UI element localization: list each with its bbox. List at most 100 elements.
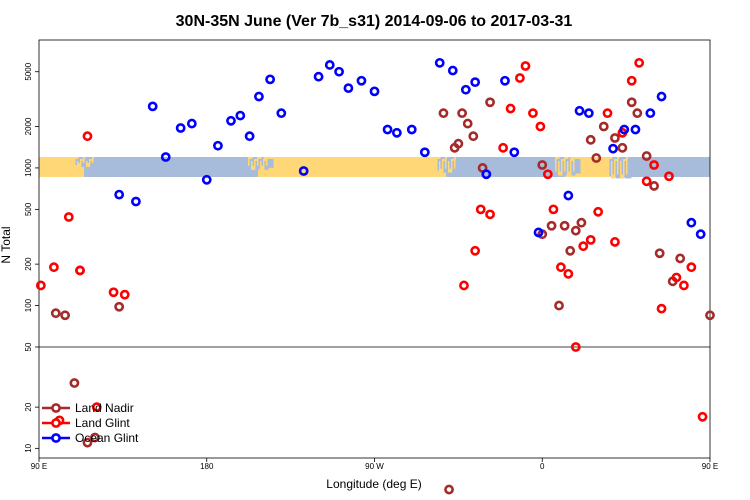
data-point — [610, 237, 620, 247]
data-point — [324, 60, 335, 70]
data-point — [641, 176, 652, 187]
data-point — [695, 229, 706, 240]
data-point — [641, 151, 652, 161]
data-point — [69, 378, 80, 388]
data-point — [570, 225, 581, 236]
data-point — [563, 190, 574, 201]
strip-transition — [92, 157, 94, 164]
data-point — [578, 241, 589, 252]
data-point — [434, 57, 445, 68]
data-point — [555, 262, 566, 273]
data-point — [645, 108, 656, 119]
strip-transition — [626, 157, 628, 175]
strip-transition — [252, 157, 255, 166]
strip-transition — [445, 157, 447, 169]
data-point — [444, 484, 454, 495]
data-point — [343, 83, 354, 94]
data-point — [82, 131, 93, 142]
data-point — [35, 280, 46, 291]
data-point — [131, 196, 141, 207]
x-tick-label: 90 W — [365, 462, 384, 471]
x-tick-label: 90 E — [702, 462, 718, 471]
data-point — [475, 204, 486, 215]
data-point — [485, 209, 495, 220]
data-point — [675, 253, 686, 264]
strip-transition — [436, 157, 438, 169]
data-point — [50, 308, 61, 319]
data-point — [686, 217, 697, 228]
data-point — [114, 301, 125, 312]
data-point — [298, 166, 309, 176]
data-point — [626, 75, 637, 86]
data-point — [459, 280, 469, 291]
data-point — [679, 280, 689, 291]
data-point — [75, 265, 85, 276]
data-point — [514, 73, 525, 83]
data-point — [500, 75, 510, 86]
data-point — [608, 143, 618, 154]
data-point — [602, 108, 613, 119]
data-point — [406, 124, 417, 135]
data-point — [617, 142, 628, 153]
panel-frame — [38, 39, 711, 459]
data-point — [63, 212, 74, 222]
strip-transition — [608, 157, 610, 175]
x-tick-label: 90 E — [31, 462, 47, 471]
y-tick-label: 10 — [24, 443, 33, 452]
data-point — [160, 152, 171, 162]
data-point — [470, 245, 481, 256]
x-axis: 90 E 180 90 W 0 90 E — [31, 458, 718, 471]
y-tick-label: 200 — [24, 257, 33, 271]
y-tick-label: 2000 — [24, 117, 33, 135]
data-point — [462, 118, 473, 129]
data-point — [114, 189, 125, 200]
data-point — [634, 57, 645, 68]
data-point — [656, 91, 667, 102]
data-point — [313, 71, 324, 82]
legend-marker — [51, 403, 61, 413]
data-point — [265, 74, 276, 85]
data-point — [565, 245, 576, 256]
data-point — [610, 133, 620, 143]
data-point — [546, 220, 557, 231]
data-point — [391, 127, 402, 138]
data-point — [457, 108, 468, 119]
data-point — [619, 124, 630, 135]
data-point — [630, 124, 641, 135]
data-point — [583, 108, 594, 119]
data-point — [649, 181, 659, 191]
data-point — [686, 262, 697, 273]
data-point — [585, 134, 596, 145]
y-axis: 50 100 200 500 1000 2000 5000 10 20 — [24, 62, 39, 453]
data-point — [548, 204, 559, 215]
data-point — [90, 432, 100, 443]
y-tick-label: 500 — [24, 202, 33, 216]
data-point — [186, 118, 197, 129]
y-tick-label: 100 — [24, 298, 33, 312]
data-point — [254, 91, 264, 102]
strip-transition — [77, 161, 81, 168]
data-point — [147, 101, 158, 112]
plot-border — [38, 39, 711, 459]
data-point — [563, 268, 574, 279]
data-point — [201, 174, 212, 185]
data-point — [598, 121, 609, 132]
y-tick-label: 20 — [24, 402, 33, 411]
data-point — [226, 115, 236, 126]
data-point — [244, 131, 255, 142]
y-tick-label: 5000 — [24, 62, 33, 80]
data-point — [705, 310, 715, 321]
y-tick-label: 1000 — [24, 158, 33, 176]
legend-label: Land Glint — [75, 416, 130, 430]
x-tick-label: 180 — [200, 462, 214, 471]
strip-transition — [74, 157, 76, 164]
data-point — [49, 262, 59, 273]
data-point — [664, 171, 674, 182]
data-point — [498, 142, 509, 153]
series-ocean-glint — [114, 57, 706, 240]
legend-marker — [51, 433, 61, 443]
data-point — [626, 97, 637, 108]
data-point — [528, 108, 538, 119]
